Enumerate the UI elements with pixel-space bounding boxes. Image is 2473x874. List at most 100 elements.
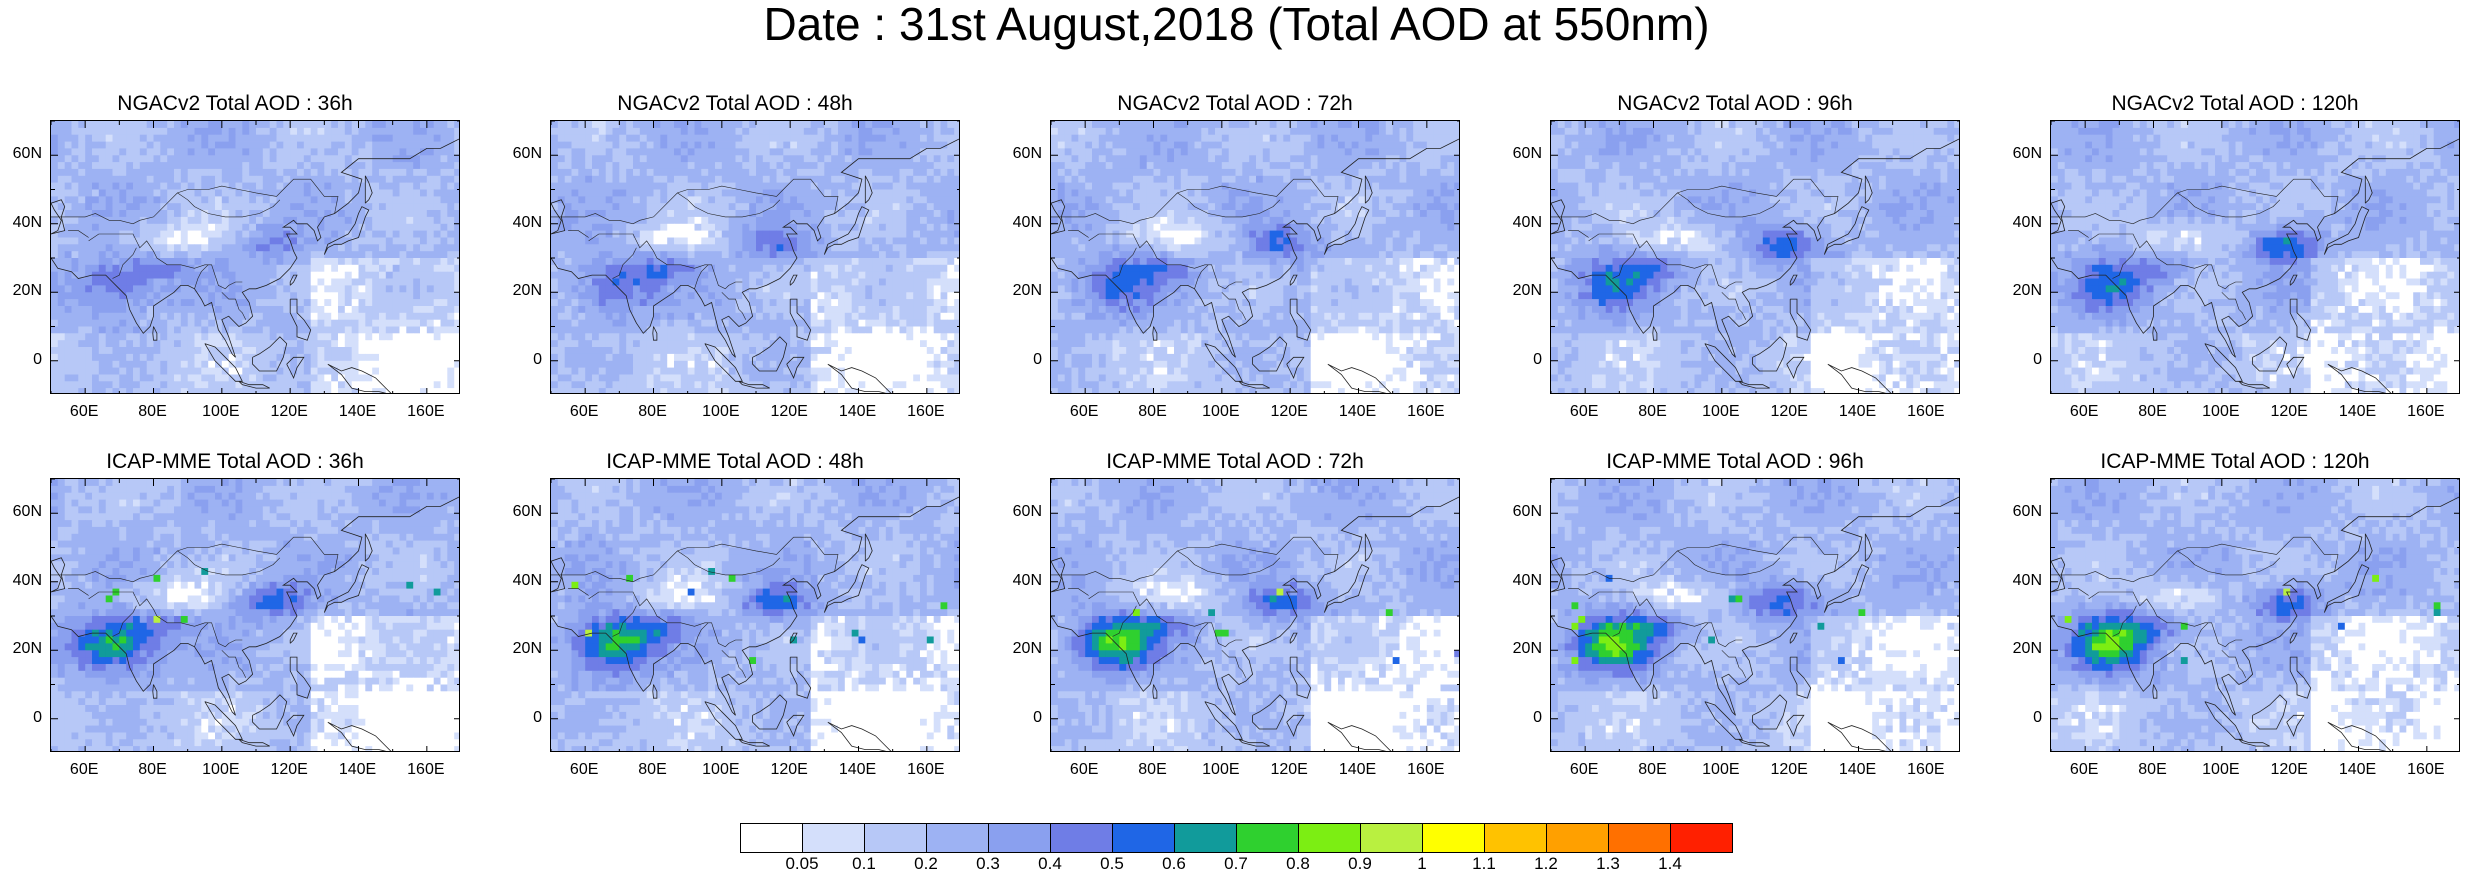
coastline <box>1827 721 1892 751</box>
colorbar-label: 0.1 <box>844 855 884 873</box>
panel-title: ICAP-MME Total AOD : 96h <box>1500 450 1970 474</box>
coastline <box>289 298 312 341</box>
tick-marks <box>2051 121 2459 393</box>
coastline <box>286 714 305 737</box>
lat-tick-label: 0 <box>2002 351 2042 368</box>
panel-title: NGACv2 Total AOD : 36h <box>0 92 470 116</box>
coastline <box>789 298 812 341</box>
coastline <box>2286 714 2305 737</box>
lon-tick-label: 120E <box>264 762 314 778</box>
colorbar-label: 0.5 <box>1092 855 1132 873</box>
lat-tick-label: 60N <box>1002 504 1042 520</box>
colorbar-swatch <box>926 823 989 853</box>
map-panel: ICAP-MME Total AOD : 48h 60N 40N 20N 0 60E 80E… <box>500 450 970 810</box>
aod-field-map <box>1551 479 1959 751</box>
lon-tick-label: 60E <box>1559 762 1609 778</box>
coastline <box>51 199 66 235</box>
lat-tick-label: 60N <box>2 504 42 520</box>
colorbar-swatch <box>1050 823 1113 853</box>
lon-tick-label: 160E <box>2401 404 2451 420</box>
map-frame <box>1550 478 1960 752</box>
tick-marks <box>551 121 959 393</box>
panel-title: ICAP-MME Total AOD : 120h <box>2000 450 2470 474</box>
map-frame <box>50 478 460 752</box>
lat-tick-label: 40N <box>1502 572 1542 589</box>
coastline <box>2051 496 2459 716</box>
country-border <box>721 292 747 320</box>
coastlines <box>1551 138 1959 393</box>
panel-title: NGACv2 Total AOD : 72h <box>1000 92 1470 116</box>
coastline <box>1286 714 1305 737</box>
lon-tick-label: 80E <box>2128 404 2178 420</box>
map-frame <box>1050 478 1460 752</box>
lon-tick-label: 60E <box>2059 404 2109 420</box>
aod-grid <box>1051 121 1459 393</box>
lon-tick-label: 80E <box>1128 762 1178 778</box>
lat-tick-label: 60N <box>502 146 542 162</box>
country-border <box>612 247 637 279</box>
colorbar-label: 0.6 <box>1154 855 1194 873</box>
lon-tick-label: 100E <box>696 404 746 420</box>
coastline <box>2364 175 2373 204</box>
coastline <box>1704 701 1743 740</box>
coastline <box>286 356 305 379</box>
lon-tick-label: 100E <box>196 762 246 778</box>
coastline <box>327 721 392 751</box>
coastline <box>827 363 892 393</box>
coastline <box>327 363 392 393</box>
coastline <box>2204 701 2243 740</box>
country-border <box>2068 588 2089 596</box>
coastline <box>789 656 812 699</box>
aod-field-map <box>51 121 459 393</box>
coastlines <box>51 138 459 393</box>
lon-tick-label: 120E <box>764 404 814 420</box>
lon-tick-label: 80E <box>628 404 678 420</box>
lat-tick-label: 0 <box>2002 709 2042 726</box>
country-border <box>1551 536 1839 583</box>
lon-tick-label: 160E <box>1401 404 1451 420</box>
map-frame <box>1050 120 1460 394</box>
aod-grid <box>551 121 959 393</box>
aod-field-map <box>551 479 959 751</box>
lon-tick-label: 160E <box>401 762 451 778</box>
coastline <box>2289 298 2312 341</box>
country-border <box>588 591 743 648</box>
colorbar-label: 0.9 <box>1340 855 1380 873</box>
coastlines <box>2051 138 2459 393</box>
country-border <box>1721 292 1747 320</box>
lon-tick-label: 100E <box>1696 404 1746 420</box>
lon-tick-label: 140E <box>833 404 883 420</box>
coastline <box>2289 656 2312 699</box>
coastline <box>752 336 788 372</box>
country-border <box>1221 650 1247 678</box>
lon-tick-label: 100E <box>196 404 246 420</box>
lat-tick-label: 60N <box>1502 146 1542 162</box>
coastline <box>823 564 870 613</box>
coastline <box>752 694 788 730</box>
country-border <box>2177 550 2281 576</box>
lon-tick-label: 140E <box>1333 404 1383 420</box>
coastline <box>1551 496 1959 716</box>
panel-title: ICAP-MME Total AOD : 36h <box>0 450 470 474</box>
country-border <box>1721 650 1747 678</box>
country-border <box>221 292 247 320</box>
map-panel: ICAP-MME Total AOD : 36h 60N 40N 20N 0 60E 80E… <box>0 450 470 810</box>
coastline <box>252 336 288 372</box>
panel-title: ICAP-MME Total AOD : 72h <box>1000 450 1470 474</box>
lon-tick-label: 80E <box>1628 404 1678 420</box>
lon-tick-label: 160E <box>1901 404 1951 420</box>
lat-tick-label: 20N <box>2 641 42 657</box>
lat-tick-label: 20N <box>1002 641 1042 657</box>
aod-field-map <box>1551 121 1959 393</box>
coastline <box>1204 701 1243 740</box>
country-border <box>1051 536 1339 583</box>
coastline <box>1704 343 1743 382</box>
lon-tick-label: 120E <box>1764 404 1814 420</box>
tick-marks <box>1551 121 1959 393</box>
country-border <box>1194 264 1209 289</box>
map-panel: NGACv2 Total AOD : 120h 60N 40N 20N 0 60E 80E 1… <box>2000 92 2470 452</box>
country-border <box>68 588 89 596</box>
aod-field-map <box>1051 121 1459 393</box>
lon-tick-label: 80E <box>128 762 178 778</box>
coastline <box>1323 206 1370 255</box>
